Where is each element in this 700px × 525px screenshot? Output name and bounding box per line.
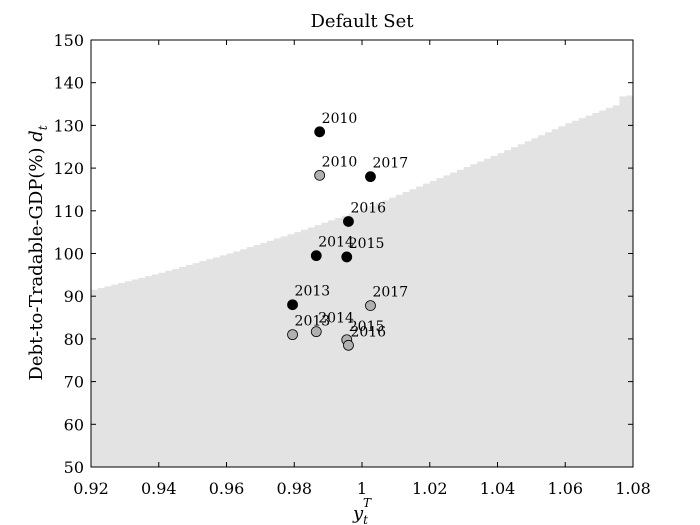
y-tick-label: 60 [64,415,84,434]
plot-area: 2010201720162014201520132010201720132014… [53,31,650,498]
x-tick-label: 1 [357,479,367,498]
data-point-label: 2010 [322,154,358,170]
x-tick-label: 1.08 [615,479,651,498]
data-point-light [343,339,354,351]
data-point-light [287,329,298,341]
y-tick-label: 130 [53,116,84,135]
data-points: 2010201720162014201520132010201720132014… [287,111,408,351]
y-tick-label: 90 [64,287,84,306]
chart-title: Default Set [311,11,415,32]
data-point-dark [314,126,326,138]
y-tick-label: 120 [53,159,84,178]
y-axis-label-symbol-sub: t [36,125,50,130]
x-axis-label-sub: t [363,513,368,525]
x-tick-label: 0.96 [209,479,245,498]
y-tick-label: 100 [53,245,84,264]
data-point-label: 2010 [322,111,358,127]
data-point-label: 2016 [350,324,386,340]
y-axis-label: Debt-to-Tradable-GDP(%) dt [26,125,50,380]
y-axis-ticks: 50 60 70 80 90 100 110 120 130 140 150 [53,31,633,477]
data-point-dark [287,299,298,311]
y-tick-label: 110 [53,202,84,221]
data-point-label: 2013 [295,284,331,300]
data-point-label: 2013 [295,314,331,330]
y-tick-label: 150 [53,31,84,50]
x-tick-label: 0.94 [141,479,177,498]
y-axis-label-text: Debt-to-Tradable-GDP(%) [26,142,47,381]
x-axis-ticks: 0.92 0.94 0.96 0.98 1 1.02 1.04 1.06 1.08 [73,40,651,498]
data-point-dark [341,251,353,263]
data-point-label: 2017 [372,156,408,172]
y-tick-label: 80 [64,330,84,349]
data-point-label: 2016 [350,200,386,216]
data-point-dark [310,250,322,262]
x-axis-label-var: y [352,503,364,524]
y-tick-label: 50 [64,458,84,477]
data-point-dark [343,216,354,227]
y-axis-label-symbol: d [26,130,47,142]
default-region-area [91,94,633,467]
data-point-dark [365,171,376,183]
x-tick-label: 1.06 [547,479,583,498]
x-tick-label: 1.04 [480,479,516,498]
data-point-label: 2015 [349,236,385,252]
x-tick-label: 0.92 [73,479,109,498]
data-point-light [365,300,376,311]
data-point-light [314,169,326,181]
data-point-label: 2014 [318,311,354,327]
data-point-label: 2017 [372,285,408,301]
x-axis-label-sup: T [363,496,372,510]
y-tick-label: 140 [53,74,84,93]
data-point-light [310,326,322,338]
x-tick-label: 1.02 [412,479,448,498]
y-tick-label: 70 [64,373,84,392]
data-point-label: 2014 [318,235,354,251]
data-point-label: 2015 [349,319,385,335]
x-tick-label: 0.98 [276,479,312,498]
x-axis-label: ytT [352,496,372,525]
